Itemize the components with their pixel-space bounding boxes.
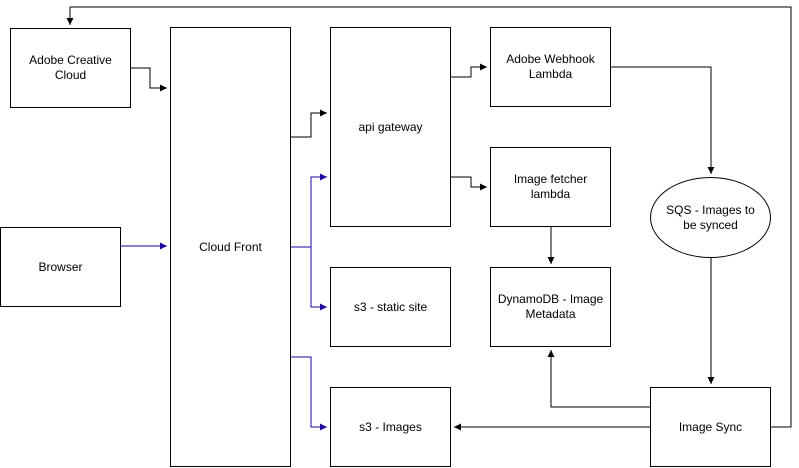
node-adobe-creative-cloud: Adobe Creative Cloud — [10, 28, 131, 108]
edge-cloudfront-to-s3-images — [291, 356, 327, 431]
node-browser: Browser — [0, 227, 121, 307]
node-cloud-front-label: Cloud Front — [199, 239, 262, 254]
edge-cloudfront-to-api-gateway — [291, 109, 327, 138]
node-dynamodb-image-metadata-label: DynamoDB - Image Metadata — [497, 292, 604, 321]
edge-api-gateway-to-image-fetcher — [451, 176, 487, 191]
edge-adobe-webhook-to-sqs — [611, 66, 715, 174]
node-image-fetcher-lambda: Image fetcher lambda — [490, 147, 611, 227]
edge-adobe-cc-to-cloudfront — [131, 67, 167, 92]
node-s3-images-label: s3 - Images — [359, 419, 422, 434]
node-s3-images: s3 - Images — [330, 387, 451, 467]
node-image-sync: Image Sync — [650, 387, 771, 467]
node-sqs-images-to-be-synced: SQS - Images to be synced — [650, 177, 771, 258]
node-sqs-images-to-be-synced-label: SQS - Images to be synced — [666, 202, 755, 232]
node-adobe-webhook-lambda-label: Adobe Webhook Lambda — [506, 52, 595, 81]
edge-image-sync-to-dynamodb — [547, 350, 650, 408]
node-image-fetcher-lambda-label: Image fetcher lambda — [513, 172, 588, 201]
node-s3-static-site: s3 - static site — [330, 267, 451, 347]
node-image-sync-label: Image Sync — [678, 419, 743, 434]
edge-cloudfront-to-api-gateway — [291, 173, 327, 248]
edge-api-gateway-to-adobe-webhook — [451, 63, 487, 78]
node-browser-label: Browser — [38, 259, 83, 274]
edge-image-sync-to-adobe-cc — [66, 6, 792, 428]
node-adobe-creative-cloud-label: Adobe Creative Cloud — [29, 53, 112, 82]
node-api-gateway: api gateway — [330, 27, 451, 227]
node-api-gateway-label: api gateway — [358, 119, 423, 134]
edge-cloudfront-to-s3-static — [291, 246, 327, 311]
node-dynamodb-image-metadata: DynamoDB - Image Metadata — [490, 267, 611, 347]
node-s3-static-site-label: s3 - static site — [353, 299, 428, 314]
node-cloud-front: Cloud Front — [170, 27, 291, 467]
node-adobe-webhook-lambda: Adobe Webhook Lambda — [490, 27, 611, 107]
